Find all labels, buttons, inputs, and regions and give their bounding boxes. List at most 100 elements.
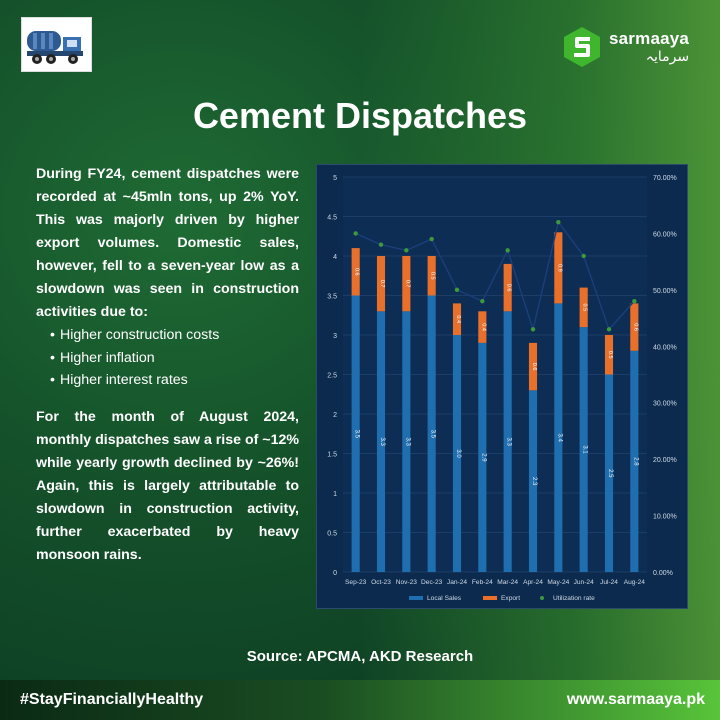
data-label-local: 3.4 (556, 434, 562, 443)
bar-local-sales (427, 295, 436, 572)
data-label-local: 3.3 (404, 437, 410, 446)
legend-swatch (409, 596, 423, 600)
y-left-tick-label: 3.5 (327, 294, 337, 301)
utilization-point (581, 253, 586, 259)
legend-label: Utilization rate (553, 595, 595, 602)
data-label-local: 3.0 (455, 449, 461, 458)
bar-local-sales (452, 335, 462, 572)
y-right-tick-label: 60.00% (653, 231, 677, 238)
cement-truck-logo (21, 17, 92, 72)
bar-local-sales (554, 303, 563, 572)
brand-logo[interactable]: sarmaaya سرمایہ (563, 24, 703, 70)
bar-export (351, 248, 360, 296)
y-left-tick-label: 4.5 (327, 215, 337, 222)
utilization-point (378, 242, 384, 247)
source-credit: Source: APCMA, AKD Research (246, 648, 474, 665)
y-right-tick-label: 30.00% (653, 401, 677, 408)
x-tick-label: Jul-24 (600, 579, 618, 586)
x-tick-label: Jun-24 (574, 579, 594, 586)
x-tick-label: Jan-24 (447, 579, 467, 586)
x-tick-label: Oct-23 (371, 579, 391, 586)
bar-export (528, 342, 538, 391)
x-tick-label: Sep-23 (345, 579, 367, 586)
list-item: • Higher inflation (50, 349, 155, 366)
dispatch-chart: 0 0.5 1 1.5 2 2.5 3 3.5 4 4.5 5 0.00% 10.00% 20.00% 30… (316, 164, 688, 609)
bar-export (452, 303, 462, 335)
data-label-local: 2.8 (632, 457, 638, 466)
utilization-point (353, 231, 358, 236)
y-left-tick-label: 2 (333, 412, 337, 419)
bar-local-sales (402, 311, 411, 572)
x-tick-label: Feb-24 (472, 579, 493, 586)
y-right-tick-label: 70.00% (653, 175, 677, 182)
utilization-point (606, 327, 612, 332)
y-left-tick-label: 3 (333, 333, 337, 340)
utilization-point (556, 219, 561, 225)
data-label-local: 3.5 (430, 430, 436, 439)
bar-export (554, 232, 563, 304)
utilization-point (404, 248, 409, 253)
data-label-local: 2.5 (607, 469, 613, 478)
data-label-local: 3.5 (354, 430, 360, 439)
bar-export (478, 311, 487, 343)
legend-swatch (483, 596, 497, 600)
legend-label: Local Sales (427, 595, 462, 602)
data-label-export: 0.7 (379, 280, 385, 288)
website-link[interactable]: www.sarmaaya.pk (566, 691, 705, 708)
bar-local-sales (579, 327, 588, 572)
bar-export (376, 256, 386, 312)
bar-export (402, 256, 411, 312)
y-left-tick-label: 0.5 (327, 531, 337, 538)
y-left-tick-label: 0 (333, 570, 337, 577)
data-label-export: 0.6 (506, 284, 512, 292)
data-label-export: 0.4 (455, 315, 461, 323)
utilization-point (480, 298, 485, 304)
x-tick-label: Nov-23 (396, 579, 418, 586)
brand-name: sarmaaya (609, 29, 690, 48)
y-right-tick-label: 10.00% (653, 514, 677, 521)
body-text: During FY24, cement dispatches were reco… (36, 163, 299, 567)
bar-local-sales (503, 311, 512, 572)
y-left-tick-label: 1.5 (327, 452, 337, 459)
data-label-export: 0.5 (607, 351, 613, 359)
data-label-local: 2.3 (531, 477, 537, 486)
bar-local-sales (376, 311, 386, 572)
cement-mixer-truck-icon (26, 30, 83, 64)
data-label-export: 0.4 (480, 323, 486, 331)
utilization-line (355, 220, 635, 332)
utilization-point (429, 236, 434, 242)
y-right-tick-label: 50.00% (653, 288, 677, 295)
data-label-export: 0.9 (556, 264, 562, 272)
y-left-tick-label: 2.5 (327, 373, 337, 380)
chart-svg: 00.511.522.533.544.550.00%10.00%20.00%30… (327, 175, 677, 602)
utilization-point (454, 287, 460, 293)
x-tick-label: Aug-24 (624, 579, 646, 586)
bar-local-sales (630, 350, 639, 572)
x-tick-label: Mar-24 (497, 579, 518, 586)
bullet-text: Higher construction costs (60, 327, 220, 343)
utilization-point (530, 327, 536, 332)
data-label-export: 0.5 (430, 272, 436, 280)
bar-local-sales (604, 374, 614, 572)
legend-swatch (540, 596, 544, 600)
utilization-point (505, 248, 510, 253)
y-left-tick-label: 1 (333, 491, 337, 498)
data-label-export: 0.6 (632, 323, 638, 331)
footer-bar: #StayFinanciallyHealthy www.sarmaaya.pk (0, 680, 720, 720)
bar-export (579, 287, 588, 328)
y-left-tick-label: 5 (333, 175, 337, 182)
bar-export (604, 335, 614, 375)
reasons-list: • Higher construction costs • Higher infla… (50, 324, 299, 392)
legend-label: Export (501, 595, 520, 602)
bullet-text: Higher inflation (60, 349, 155, 366)
list-item: • Higher interest rates (50, 372, 188, 388)
y-right-tick-label: 20.00% (653, 457, 677, 464)
data-label-export: 0.6 (354, 268, 360, 276)
y-right-tick-label: 40.00% (653, 344, 677, 351)
x-tick-label: Apr-24 (523, 579, 543, 586)
bar-export (427, 256, 436, 296)
data-label-export: 0.6 (531, 363, 537, 371)
x-tick-label: Dec-23 (421, 579, 443, 586)
data-label-export: 0.7 (404, 280, 410, 288)
data-label-local: 2.9 (480, 453, 486, 462)
